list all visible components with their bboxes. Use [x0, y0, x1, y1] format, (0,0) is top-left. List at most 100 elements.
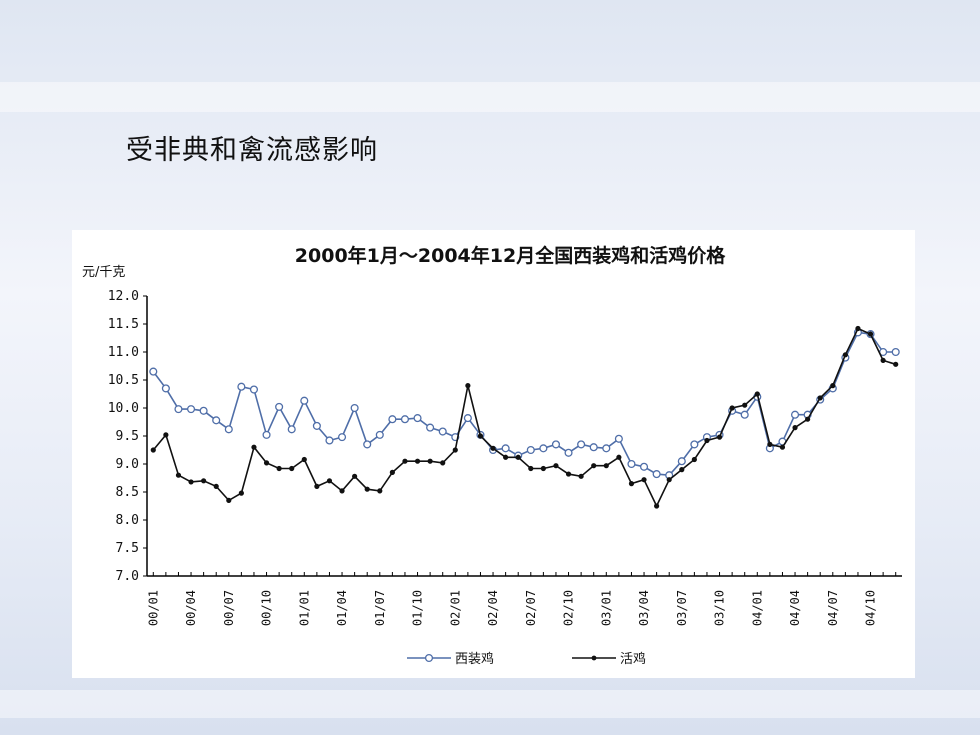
data-point-live-chicken [213, 483, 219, 489]
data-point-live-chicken [150, 447, 156, 453]
data-point-western-chicken [790, 410, 800, 419]
x-tick-label: 02/07 [524, 590, 538, 626]
x-tick-label: 04/04 [788, 590, 802, 626]
legend-label: 西装鸡 [455, 651, 494, 667]
data-point-live-chicken [855, 325, 861, 332]
data-point-western-chicken [325, 436, 334, 445]
x-tick-label: 00/10 [260, 590, 274, 626]
data-point-live-chicken [326, 478, 333, 484]
data-point-live-chicken [591, 463, 597, 469]
data-point-live-chicken [603, 463, 609, 469]
x-tick-label: 03/04 [637, 590, 651, 626]
data-point-western-chicken [639, 462, 649, 471]
x-tick-label: 00/07 [222, 590, 236, 626]
x-tick-label: 01/07 [373, 590, 387, 626]
data-point-live-chicken [666, 477, 672, 483]
y-axis-label: 元/千克 [82, 265, 125, 280]
data-point-live-chicken [427, 458, 433, 464]
y-tick-label: 7.5 [116, 541, 139, 556]
data-point-live-chicken [175, 472, 182, 478]
data-point-western-chicken [501, 444, 510, 453]
y-tick-label: 10.5 [108, 373, 139, 388]
data-point-live-chicken [465, 383, 471, 389]
data-point-live-chicken [226, 497, 232, 503]
data-point-live-chicken [779, 444, 786, 450]
data-point-western-chicken [312, 421, 321, 430]
data-point-western-chicken [463, 414, 472, 423]
data-point-live-chicken [289, 465, 295, 472]
data-point-western-chicken [350, 403, 359, 413]
data-point-western-chicken [237, 382, 246, 391]
data-point-western-chicken [426, 423, 435, 432]
data-point-live-chicken [301, 456, 307, 463]
data-point-western-chicken [149, 367, 158, 376]
data-point-live-chicken [616, 454, 622, 460]
data-point-western-chicken [199, 406, 208, 415]
data-point-live-chicken [364, 486, 370, 492]
data-point-live-chicken [238, 490, 244, 496]
data-point-live-chicken [553, 463, 559, 469]
data-point-live-chicken [528, 465, 534, 472]
data-point-live-chicken [251, 444, 257, 450]
y-tick-label: 12.0 [108, 289, 139, 304]
data-point-western-chicken [337, 433, 347, 442]
data-point-western-chicken [287, 425, 296, 434]
legend-label: 活鸡 [620, 651, 646, 667]
data-point-western-chicken [627, 459, 636, 469]
data-point-live-chicken [792, 425, 798, 431]
data-point-live-chicken [163, 432, 169, 438]
data-point-live-chicken [578, 473, 584, 479]
data-point-western-chicken [677, 457, 686, 466]
chart-title: 2000年1月～2004年12月全国西装鸡和活鸡价格 [295, 244, 726, 267]
data-point-live-chicken [716, 434, 723, 440]
data-point-live-chicken [691, 456, 697, 463]
x-tick-label: 04/01 [750, 590, 764, 626]
x-tick-label: 03/01 [599, 590, 613, 626]
data-point-western-chicken [400, 415, 410, 424]
data-point-western-chicken [262, 430, 271, 439]
x-tick-label: 04/10 [864, 590, 878, 626]
data-point-live-chicken [201, 478, 207, 484]
data-point-western-chicken [224, 425, 233, 434]
data-point-western-chicken [161, 384, 170, 393]
background-stripe-top [0, 82, 980, 112]
data-point-western-chicken [363, 440, 372, 449]
data-point-live-chicken [477, 433, 484, 439]
y-tick-label: 11.0 [108, 345, 139, 360]
data-point-western-chicken [275, 402, 284, 411]
data-point-live-chicken [893, 361, 899, 367]
data-point-live-chicken [339, 488, 345, 494]
data-point-live-chicken [452, 447, 458, 453]
data-point-live-chicken [440, 460, 446, 466]
series-line-live-chicken [152, 327, 896, 508]
data-point-western-chicken [614, 434, 623, 443]
data-point-live-chicken [704, 437, 710, 444]
data-point-western-chicken [539, 444, 548, 453]
y-tick-label: 7.0 [116, 569, 139, 584]
data-point-live-chicken [880, 357, 886, 363]
data-point-live-chicken [503, 454, 509, 460]
x-tick-label: 04/07 [826, 590, 840, 626]
chart-panel: 2000年1月～2004年12月全国西装鸡和活鸡价格 元/千克 12.0 11.5 11… [72, 230, 915, 678]
data-point-live-chicken [867, 331, 874, 337]
data-point-live-chicken [515, 454, 521, 460]
slide-title: 受非典和禽流感影响 [126, 135, 378, 166]
x-tick-label: 02/01 [448, 590, 462, 626]
data-point-live-chicken [742, 402, 748, 408]
data-point-live-chicken [654, 503, 660, 509]
data-point-live-chicken [754, 391, 760, 397]
data-point-live-chicken [842, 352, 848, 358]
data-point-live-chicken [188, 479, 194, 485]
x-tick-label: 01/01 [297, 590, 311, 626]
data-point-western-chicken [249, 385, 259, 394]
data-point-western-chicken [891, 347, 900, 357]
data-point-western-chicken [413, 414, 422, 423]
data-point-live-chicken [565, 471, 572, 477]
y-tick-label: 10.0 [108, 401, 139, 416]
data-point-live-chicken [276, 465, 282, 472]
data-point-live-chicken [377, 488, 383, 494]
data-point-western-chicken [602, 444, 611, 453]
x-tick-label: 01/04 [335, 590, 349, 626]
data-point-western-chicken [526, 445, 535, 455]
series-line-western-chicken [152, 331, 896, 477]
